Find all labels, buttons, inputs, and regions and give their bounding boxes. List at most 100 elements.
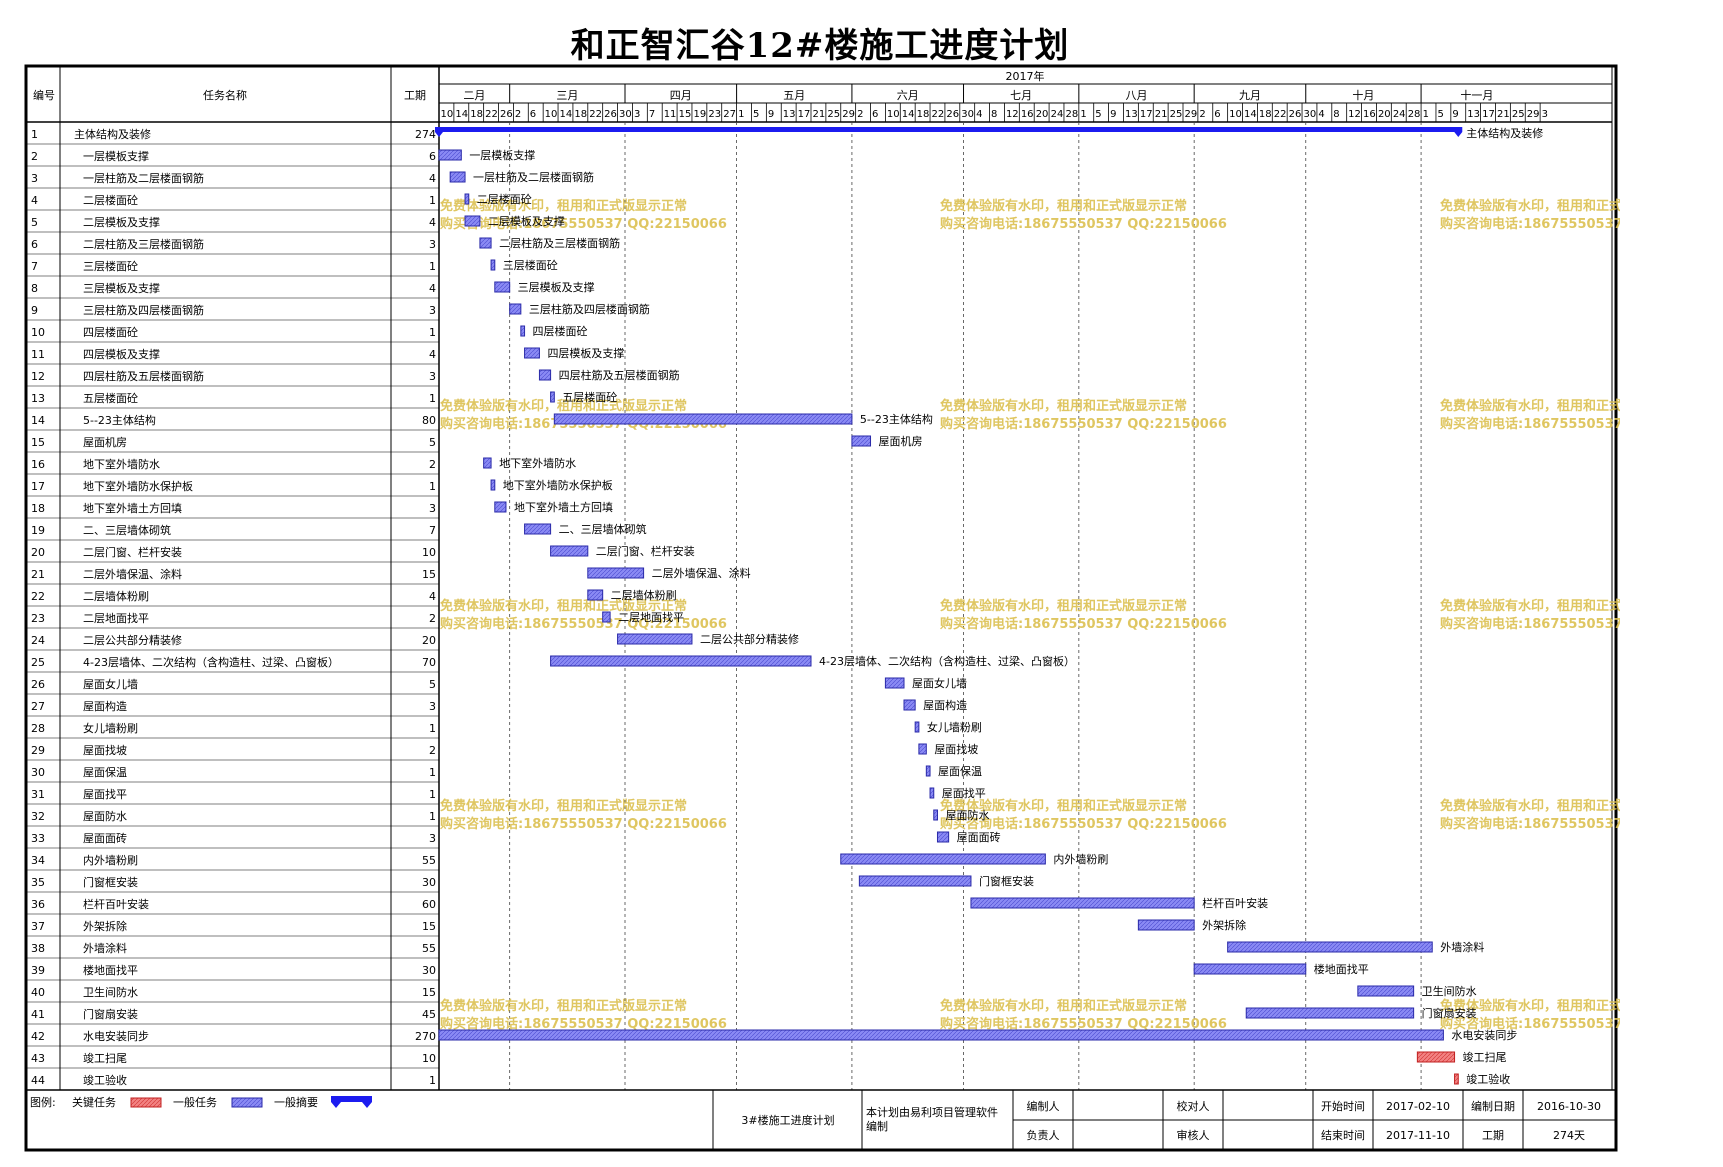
row-id: 20 (31, 546, 45, 559)
day-tick-label: 14 (1244, 109, 1257, 120)
task-bar (936, 831, 950, 843)
bar-label: 屋面防水 (945, 808, 989, 822)
row-id: 17 (31, 480, 45, 493)
day-tick-label: 21 (1497, 109, 1510, 120)
month-header: 二月 三月 四月 五月 六月 七月 八月 九月 十月 十一月 (463, 84, 1493, 103)
month-label: 六月 (897, 89, 919, 102)
bar-label: 二层外墙保温、涂料 (652, 566, 751, 580)
row-id: 29 (31, 744, 45, 757)
row-id: 12 (31, 370, 45, 383)
row-id: 4 (31, 194, 38, 207)
watermark-line-2: 购买咨询电话:18675550537 QQ:22150066 (1440, 616, 1620, 632)
row-task-name: 5--23主体结构 (83, 413, 156, 427)
day-tick-label: 18 (917, 109, 930, 120)
task-bar (550, 391, 555, 403)
footer-software-note-1: 本计划由易利项目管理软件 (866, 1105, 998, 1119)
watermark-line-1: 免费体验版有水印，租用和正式版显示正常 (940, 998, 1187, 1014)
task-bar (1245, 1007, 1415, 1019)
row-duration: 4 (429, 216, 436, 229)
row-duration: 274 (415, 128, 436, 141)
row-id: 30 (31, 766, 45, 779)
watermark-line-1: 免费体验版有水印，租用和正式版显示正常 (1440, 398, 1620, 414)
task-bar (933, 809, 938, 821)
row-duration: 4 (429, 282, 436, 295)
row-id: 39 (31, 964, 45, 977)
row-id: 11 (31, 348, 45, 361)
year-label: 2017年 (1006, 69, 1045, 83)
watermark-line-1: 免费体验版有水印，租用和正式版显示正常 (440, 398, 687, 414)
row-id: 9 (31, 304, 38, 317)
month-label: 七月 (1010, 89, 1032, 102)
footer-start-value: 2017-02-10 (1386, 1100, 1450, 1113)
row-task-name: 二层公共部分精装修 (83, 633, 182, 647)
watermark-line-2: 购买咨询电话:18675550537 QQ:22150066 (1440, 416, 1620, 432)
bar-label: 四层楼面砼 (533, 324, 588, 338)
row-duration: 3 (429, 304, 436, 317)
row-id: 10 (31, 326, 45, 339)
row-task-name: 地下室外墙防水 (83, 457, 160, 471)
day-tick-label: 13 (783, 109, 796, 120)
row-task-name: 四层柱筋及五层楼面钢筋 (83, 369, 204, 383)
bar-label: 二层门窗、栏杆安装 (596, 544, 695, 558)
watermark-line-2: 购买咨询电话:18675550537 QQ:22150066 (940, 1016, 1227, 1032)
day-tick-label: 20 (1036, 109, 1049, 120)
row-id: 38 (31, 942, 45, 955)
row-id: 21 (31, 568, 45, 581)
row-task-name: 栏杆百叶安装 (83, 897, 149, 911)
bar-label: 屋面找坡 (934, 742, 978, 756)
day-tick-label: 30 (619, 109, 632, 120)
row-duration: 4 (429, 590, 436, 603)
watermark-line-2: 购买咨询电话:18675550537 QQ:22150066 (440, 216, 727, 232)
month-label: 十月 (1352, 88, 1374, 102)
day-tick-label: 2 (1199, 109, 1205, 120)
bar-label: 水电安装同步 (1451, 1028, 1517, 1042)
day-tick-label: 11 (664, 109, 677, 120)
legend-normal-swatch (231, 1097, 263, 1108)
row-id: 19 (31, 524, 45, 537)
watermark-line-2: 购买咨询电话:18675550537 QQ:22150066 (440, 816, 727, 832)
task-bar (494, 281, 511, 293)
row-task-name: 屋面找平 (83, 787, 127, 801)
day-tick-label: 18 (470, 109, 483, 120)
row-task-name: 4-23层墙体、二次结构（含构造柱、过梁、凸窗板） (83, 655, 339, 669)
row-duration: 2 (429, 744, 436, 757)
task-bar (858, 875, 972, 887)
task-bar (1227, 941, 1433, 953)
legend-summary-swatch (331, 1096, 372, 1108)
day-tick-label: 1 (1423, 109, 1429, 120)
row-id: 16 (31, 458, 45, 471)
row-task-name: 四层模板及支撑 (83, 347, 160, 361)
day-tick-label: 16 (1021, 109, 1034, 120)
row-duration: 1 (429, 722, 436, 735)
watermark-line-1: 免费体验版有水印，租用和正式版显示正常 (940, 398, 1187, 414)
row-id: 24 (31, 634, 45, 647)
row-id: 8 (31, 282, 38, 295)
bar-label: 二层公共部分精装修 (700, 632, 799, 646)
day-tick-label: 14 (455, 109, 468, 120)
bar-label: 屋面女儿墙 (912, 676, 967, 690)
day-tick-label: 17 (798, 109, 811, 120)
day-tick-label: 12 (1348, 109, 1361, 120)
day-tick-label: 22 (1274, 109, 1287, 120)
watermark-line-2: 购买咨询电话:18675550537 QQ:22150066 (440, 1016, 727, 1032)
day-tick-label: 7 (649, 109, 655, 120)
day-tick-label: 3 (634, 109, 640, 120)
day-tick-label: 3 (1542, 109, 1548, 120)
month-label: 十一月 (1460, 88, 1493, 102)
page-title: 和正智汇谷12#楼施工进度计划 (570, 26, 1070, 66)
bar-label: 二层地面找平 (618, 610, 684, 624)
task-bar (509, 303, 522, 315)
day-tick-header: 10 14 18 22 26 2 6 10 14 18 22 26 30 3 7 11 15 19 23 27 1 5 9 1… (438, 103, 1548, 122)
legend-summary-label: 一般摘要 (274, 1095, 318, 1109)
row-duration: 55 (422, 942, 436, 955)
row-task-name: 一层柱筋及二层楼面钢筋 (83, 171, 204, 185)
header-name: 任务名称 (203, 88, 247, 102)
day-tick-label: 21 (1155, 109, 1168, 120)
row-task-name: 地下室外墙土方回填 (83, 501, 182, 515)
watermark-line-1: 免费体验版有水印，租用和正式版显示正常 (1440, 798, 1620, 814)
day-tick-label: 24 (1051, 109, 1064, 120)
watermark-line-1: 免费体验版有水印，租用和正式版显示正常 (940, 598, 1187, 614)
watermark-line-2: 购买咨询电话:18675550537 QQ:22150066 (940, 416, 1227, 432)
bar-label: 五层楼面砼 (562, 390, 617, 404)
task-bar (490, 479, 496, 491)
